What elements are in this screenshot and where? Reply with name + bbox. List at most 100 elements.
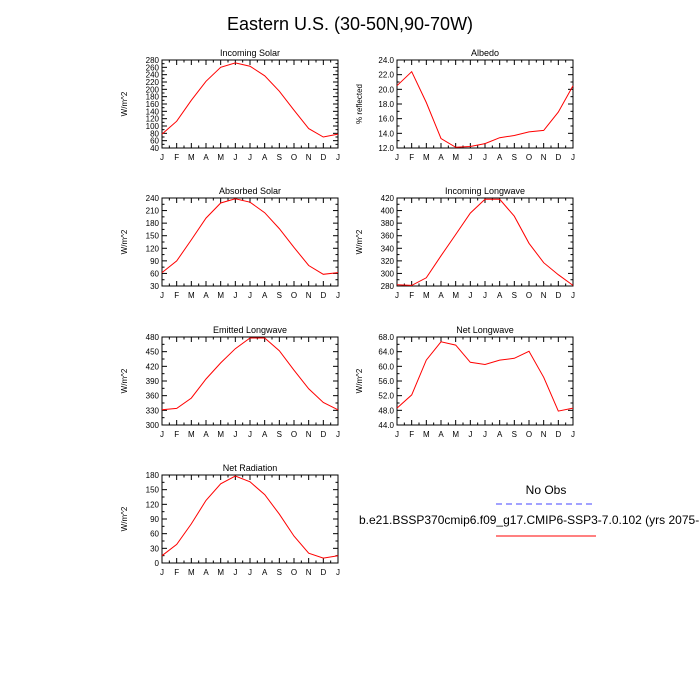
x-tick-label: N (306, 430, 312, 439)
x-tick-label: D (320, 568, 326, 577)
y-tick-label: 44.0 (378, 421, 394, 430)
y-tick-label: 20.0 (378, 85, 394, 94)
y-tick-label: 68.0 (378, 333, 394, 342)
x-tick-label: J (248, 430, 252, 439)
y-tick-label: 18.0 (378, 100, 394, 109)
x-tick-label: J (571, 430, 575, 439)
x-tick-label: J (483, 291, 487, 300)
y-tick-label: 180 (146, 93, 160, 102)
x-tick-label: M (188, 153, 195, 162)
x-tick-label: M (217, 291, 224, 300)
y-axis-label: W/m^2 (355, 368, 364, 393)
x-tick-label: A (262, 568, 268, 577)
y-tick-label: 400 (381, 207, 395, 216)
y-axis-label: W/m^2 (120, 368, 129, 393)
x-tick-label: J (336, 153, 340, 162)
y-tick-label: 220 (146, 78, 160, 87)
x-tick-label: F (409, 153, 414, 162)
y-tick-label: 390 (146, 377, 160, 386)
x-tick-label: M (188, 430, 195, 439)
x-tick-label: F (409, 430, 414, 439)
series-line (396, 341, 574, 412)
x-tick-label: A (497, 291, 503, 300)
x-tick-label: O (526, 430, 532, 439)
y-tick-label: 240 (146, 71, 160, 80)
x-tick-label: A (203, 568, 209, 577)
y-tick-label: 380 (381, 219, 395, 228)
panel-title: Incoming Solar (220, 48, 280, 58)
x-tick-label: J (233, 291, 237, 300)
y-tick-label: 160 (146, 100, 160, 109)
y-tick-label: 60 (150, 269, 159, 278)
series-line (161, 198, 339, 275)
y-tick-label: 300 (146, 421, 160, 430)
x-tick-label: O (291, 291, 297, 300)
x-tick-label: J (483, 153, 487, 162)
x-tick-label: J (233, 568, 237, 577)
y-tick-label: 330 (146, 406, 160, 415)
x-tick-label: J (160, 568, 164, 577)
y-tick-label: 14.0 (378, 129, 394, 138)
y-tick-label: 150 (146, 232, 160, 241)
panel-title: Absorbed Solar (219, 186, 281, 196)
x-tick-label: S (277, 153, 282, 162)
y-tick-label: 30 (150, 544, 159, 553)
x-tick-label: J (468, 291, 472, 300)
series-line (161, 62, 339, 138)
series-line (161, 337, 339, 411)
y-tick-label: 60.0 (378, 362, 394, 371)
x-tick-label: J (248, 568, 252, 577)
x-tick-label: S (512, 430, 517, 439)
y-tick-label: 260 (146, 63, 160, 72)
y-tick-label: 60 (150, 530, 159, 539)
x-tick-label: O (291, 568, 297, 577)
x-tick-label: J (571, 153, 575, 162)
x-tick-label: M (423, 430, 430, 439)
legend-obs-label: No Obs (526, 483, 567, 497)
x-tick-label: J (336, 430, 340, 439)
y-tick-label: 22.0 (378, 71, 394, 80)
y-tick-label: 180 (146, 219, 160, 228)
x-tick-label: A (438, 430, 444, 439)
y-tick-label: 300 (381, 269, 395, 278)
x-tick-label: N (306, 291, 312, 300)
x-tick-label: D (555, 430, 561, 439)
x-tick-label: M (452, 291, 459, 300)
x-tick-label: N (541, 291, 547, 300)
x-tick-label: O (526, 291, 532, 300)
series-line (396, 70, 574, 148)
x-tick-label: J (160, 430, 164, 439)
y-tick-label: 240 (146, 194, 160, 203)
x-tick-label: N (541, 153, 547, 162)
x-tick-label: O (526, 153, 532, 162)
x-tick-label: M (452, 153, 459, 162)
x-tick-label: A (262, 430, 268, 439)
x-tick-label: D (320, 291, 326, 300)
x-tick-label: F (409, 291, 414, 300)
x-tick-label: O (291, 430, 297, 439)
y-tick-label: 12.0 (378, 144, 394, 153)
y-tick-label: 120 (146, 500, 160, 509)
x-tick-label: N (541, 430, 547, 439)
x-tick-label: D (320, 430, 326, 439)
y-axis-label: W/m^2 (355, 229, 364, 254)
x-tick-label: O (291, 153, 297, 162)
y-tick-label: 120 (146, 115, 160, 124)
y-tick-label: 48.0 (378, 406, 394, 415)
y-tick-label: 280 (146, 56, 160, 65)
y-tick-label: 360 (146, 392, 160, 401)
x-tick-label: J (468, 153, 472, 162)
x-tick-label: A (497, 153, 503, 162)
series-line (396, 198, 574, 286)
x-tick-label: J (233, 153, 237, 162)
x-tick-label: M (452, 430, 459, 439)
x-tick-label: A (203, 291, 209, 300)
panel-title: Albedo (471, 48, 499, 58)
y-tick-label: 90 (150, 515, 159, 524)
x-tick-label: F (174, 430, 179, 439)
